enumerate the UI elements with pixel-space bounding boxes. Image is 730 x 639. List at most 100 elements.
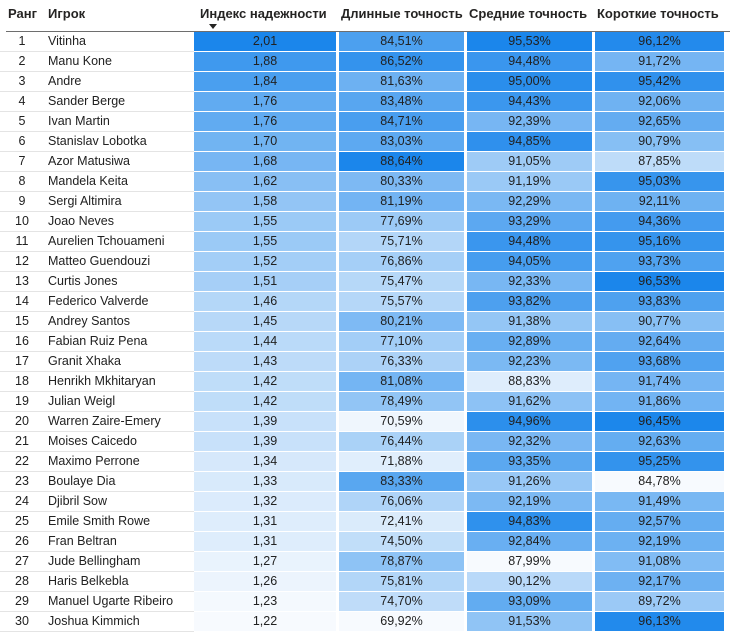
column-header-reliability-index[interactable]: Индекс надежности [194, 5, 339, 31]
table-row[interactable]: 17 Granit Xhaka 1,43 76,33% 92,23% 93,68% [0, 352, 730, 372]
short-cell: 92,63% [595, 432, 724, 451]
player-cell: Andre [44, 72, 194, 92]
table-row[interactable]: 14 Federico Valverde 1,46 75,57% 93,82% 93,83… [0, 292, 730, 312]
rank-cell: 1 [0, 32, 44, 52]
table-row[interactable]: 21 Moises Caicedo 1,39 76,44% 92,32% 92,63% [0, 432, 730, 452]
medium-cell: 93,29% [467, 212, 592, 231]
player-cell: Azor Matusiwa [44, 152, 194, 172]
player-cell: Fran Beltran [44, 532, 194, 552]
sort-descending-icon[interactable] [209, 24, 217, 29]
medium-cell: 94,85% [467, 132, 592, 151]
table-row[interactable]: 15 Andrey Santos 1,45 80,21% 91,38% 90,77% [0, 312, 730, 332]
table-row[interactable]: 10 Joao Neves 1,55 77,69% 93,29% 94,36% [0, 212, 730, 232]
rank-cell: 19 [0, 392, 44, 412]
table-row[interactable]: 23 Boulaye Dia 1,33 83,33% 91,26% 84,78% [0, 472, 730, 492]
table-row[interactable]: 12 Matteo Guendouzi 1,52 76,86% 94,05% 93,73% [0, 252, 730, 272]
table-row[interactable]: 11 Aurelien Tchouameni 1,55 75,71% 94,48% 95,… [0, 232, 730, 252]
player-cell: Aurelien Tchouameni [44, 232, 194, 252]
player-cell: Maximo Perrone [44, 452, 194, 472]
short-cell: 90,77% [595, 312, 724, 331]
rank-cell: 3 [0, 72, 44, 92]
table-row[interactable]: 26 Fran Beltran 1,31 74,50% 92,84% 92,19% [0, 532, 730, 552]
table-row[interactable]: 24 Djibril Sow 1,32 76,06% 92,19% 91,49% [0, 492, 730, 512]
long-cell: 76,44% [339, 432, 464, 451]
column-header-player[interactable]: Игрок [44, 5, 194, 31]
medium-cell: 92,33% [467, 272, 592, 291]
rank-cell: 29 [0, 592, 44, 612]
table-row[interactable]: 1 Vitinha 2,01 84,51% 95,53% 96,12% [0, 32, 730, 52]
short-cell: 95,03% [595, 172, 724, 191]
short-cell: 87,85% [595, 152, 724, 171]
long-cell: 81,08% [339, 372, 464, 391]
rank-cell: 25 [0, 512, 44, 532]
rank-cell: 8 [0, 172, 44, 192]
table-row[interactable]: 8 Mandela Keita 1,62 80,33% 91,19% 95,03% [0, 172, 730, 192]
player-cell: Boulaye Dia [44, 472, 194, 492]
short-cell: 84,78% [595, 472, 724, 491]
medium-cell: 91,26% [467, 472, 592, 491]
long-cell: 70,59% [339, 412, 464, 431]
rank-cell: 24 [0, 492, 44, 512]
table-row[interactable]: 7 Azor Matusiwa 1,68 88,64% 91,05% 87,85% [0, 152, 730, 172]
long-cell: 72,41% [339, 512, 464, 531]
rank-cell: 20 [0, 412, 44, 432]
rank-cell: 4 [0, 92, 44, 112]
table-row[interactable]: 5 Ivan Martin 1,76 84,71% 92,39% 92,65% [0, 112, 730, 132]
index-cell: 1,62 [194, 172, 336, 191]
table-row[interactable]: 30 Joshua Kimmich 1,22 69,92% 91,53% 96,13% [0, 612, 730, 632]
table-row[interactable]: 27 Jude Bellingham 1,27 78,87% 87,99% 91,08% [0, 552, 730, 572]
column-header-medium-accuracy[interactable]: Средние точность [467, 5, 595, 31]
player-cell: Manu Kone [44, 52, 194, 72]
table-row[interactable]: 2 Manu Kone 1,88 86,52% 94,48% 91,72% [0, 52, 730, 72]
short-cell: 91,86% [595, 392, 724, 411]
table-row[interactable]: 25 Emile Smith Rowe 1,31 72,41% 94,83% 92,57% [0, 512, 730, 532]
table-row[interactable]: 13 Curtis Jones 1,51 75,47% 92,33% 96,53% [0, 272, 730, 292]
medium-cell: 92,23% [467, 352, 592, 371]
long-cell: 83,48% [339, 92, 464, 111]
short-cell: 95,25% [595, 452, 724, 471]
short-cell: 92,65% [595, 112, 724, 131]
table-row[interactable]: 4 Sander Berge 1,76 83,48% 94,43% 92,06% [0, 92, 730, 112]
index-cell: 1,46 [194, 292, 336, 311]
table-row[interactable]: 19 Julian Weigl 1,42 78,49% 91,62% 91,86% [0, 392, 730, 412]
index-cell: 1,23 [194, 592, 336, 611]
medium-cell: 91,19% [467, 172, 592, 191]
column-header-short-accuracy[interactable]: Короткие точность [595, 5, 727, 31]
table-row[interactable]: 9 Sergi Altimira 1,58 81,19% 92,29% 92,11% [0, 192, 730, 212]
column-header-long-accuracy[interactable]: Длинные точность [339, 5, 467, 31]
index-cell: 1,42 [194, 392, 336, 411]
player-cell: Granit Xhaka [44, 352, 194, 372]
rank-cell: 15 [0, 312, 44, 332]
table-row[interactable]: 18 Henrikh Mkhitaryan 1,42 81,08% 88,83% 91,7… [0, 372, 730, 392]
rank-cell: 28 [0, 572, 44, 592]
player-cell: Warren Zaire-Emery [44, 412, 194, 432]
long-cell: 80,21% [339, 312, 464, 331]
short-cell: 91,08% [595, 552, 724, 571]
table-row[interactable]: 16 Fabian Ruiz Pena 1,44 77,10% 92,89% 92,64% [0, 332, 730, 352]
table-row[interactable]: 29 Manuel Ugarte Ribeiro 1,23 74,70% 93,09% 8… [0, 592, 730, 612]
table-row[interactable]: 28 Haris Belkebla 1,26 75,81% 90,12% 92,17% [0, 572, 730, 592]
medium-cell: 92,39% [467, 112, 592, 131]
table-row[interactable]: 22 Maximo Perrone 1,34 71,88% 93,35% 95,25% [0, 452, 730, 472]
index-cell: 1,26 [194, 572, 336, 591]
short-cell: 95,16% [595, 232, 724, 251]
column-header-label: Короткие точность [597, 6, 719, 21]
player-cell: Federico Valverde [44, 292, 194, 312]
column-header-rank[interactable]: Ранг [0, 5, 44, 31]
table-row[interactable]: 20 Warren Zaire-Emery 1,39 70,59% 94,96% 96,4… [0, 412, 730, 432]
player-cell: Mandela Keita [44, 172, 194, 192]
medium-cell: 94,83% [467, 512, 592, 531]
long-cell: 77,69% [339, 212, 464, 231]
column-header-label: Средние точность [469, 6, 588, 21]
player-cell: Henrikh Mkhitaryan [44, 372, 194, 392]
rank-cell: 6 [0, 132, 44, 152]
table-row[interactable]: 3 Andre 1,84 81,63% 95,00% 95,42% [0, 72, 730, 92]
long-cell: 83,03% [339, 132, 464, 151]
rank-cell: 5 [0, 112, 44, 132]
column-header-label: Ранг [8, 6, 37, 21]
medium-cell: 91,38% [467, 312, 592, 331]
medium-cell: 95,53% [467, 32, 592, 51]
short-cell: 91,49% [595, 492, 724, 511]
table-row[interactable]: 6 Stanislav Lobotka 1,70 83,03% 94,85% 90,79% [0, 132, 730, 152]
long-cell: 75,81% [339, 572, 464, 591]
